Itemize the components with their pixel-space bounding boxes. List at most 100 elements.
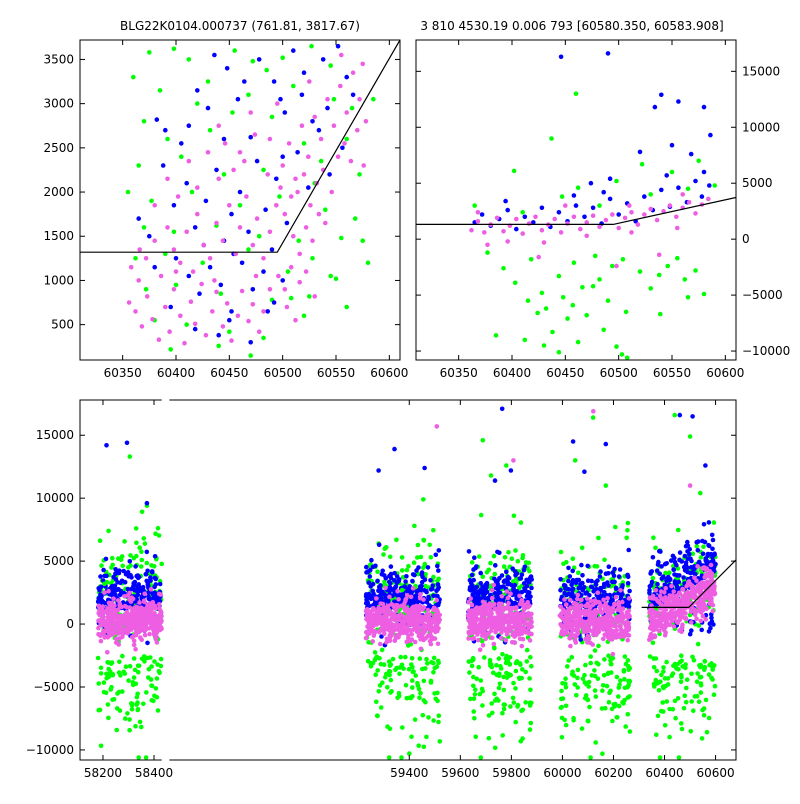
bottom-green-point [680, 664, 685, 669]
bottom-plot-area [95, 406, 736, 760]
bottom-blue-point [654, 568, 660, 573]
top-right-blue-point [676, 185, 681, 190]
bottom-blue-point [150, 569, 155, 575]
bottom-pink-point [116, 631, 121, 636]
bottom-green-point [399, 755, 404, 760]
bottom-green-point [372, 657, 378, 663]
bottom-green-point [469, 560, 475, 565]
bottom-pink-point [422, 627, 428, 633]
bottom-pink-point [480, 615, 485, 621]
bottom-pink-point [113, 636, 119, 641]
top-left-pink-point [239, 288, 245, 294]
bottom-green-point [701, 544, 706, 550]
top-left-pink-point [222, 141, 228, 146]
bottom-green-point [148, 655, 153, 660]
bottom-green-point [606, 699, 612, 705]
bottom-green-point [674, 666, 679, 671]
bottom-green-point [410, 664, 415, 670]
bottom-pink-point [374, 596, 379, 601]
bottom-blue-point [682, 553, 688, 559]
bottom-green-point [153, 531, 158, 536]
top-left-pink-point [184, 229, 189, 235]
bottom-green-point [377, 656, 382, 661]
bottom-blue-point [387, 584, 393, 590]
bottom-pink-point [406, 618, 412, 623]
bottom-green-point [435, 658, 441, 664]
bottom-y-tick-label: 0 [66, 617, 74, 631]
top-right-blue-point [607, 176, 613, 181]
bottom-pink-point [626, 608, 632, 614]
top-left-pink-point [254, 216, 260, 221]
bottom-green-point [496, 685, 502, 691]
bottom-blue-point [376, 468, 381, 473]
bottom-blue-point [593, 580, 599, 585]
bottom-pink-point [418, 592, 423, 597]
bottom-blue-point [131, 581, 136, 586]
bottom-green-point [109, 660, 115, 665]
bottom-green-point [501, 674, 506, 680]
bottom-pink-point [396, 597, 401, 602]
top-right-green-point [485, 250, 490, 255]
bottom-green-point [704, 729, 710, 735]
bottom-blue-point [367, 574, 373, 579]
bottom-green-point [470, 655, 476, 661]
bottom-pink-point [389, 615, 395, 620]
top-right-pink-point [661, 208, 666, 214]
bottom-blue-point [419, 583, 424, 589]
bottom-green-point [501, 702, 507, 707]
top-right-pink-point [616, 225, 621, 231]
bottom-green-point [126, 678, 131, 683]
bottom-green-point [412, 523, 417, 529]
bottom-green-point [128, 553, 133, 558]
bottom-blue-point [436, 548, 442, 553]
bottom-green-point [146, 666, 152, 672]
bottom-pink-point [395, 589, 400, 594]
top-right-green-point [590, 283, 596, 289]
bottom-green-point [689, 671, 694, 677]
bottom-green-point [142, 541, 148, 546]
bottom-pink-point [378, 606, 383, 612]
bottom-green-point [130, 682, 136, 688]
bottom-pink-point [435, 641, 441, 647]
top-left-blue-point [280, 154, 286, 159]
top-left-blue-point [163, 127, 168, 133]
bottom-pink-point [592, 598, 598, 603]
top-left-green-point [184, 322, 189, 327]
bottom-green-point [662, 723, 668, 728]
bottom-pink-point [387, 594, 392, 600]
bottom-blue-point [369, 557, 374, 563]
top-left-green-point [200, 260, 205, 266]
bottom-green-point [123, 664, 129, 669]
bottom-blue-point [143, 571, 149, 577]
bottom-green-point [511, 700, 517, 705]
bottom-green-point [506, 673, 512, 679]
top-left-green-point [261, 167, 266, 173]
bottom-green-point [519, 675, 524, 681]
bottom-blue-point [648, 582, 654, 588]
bottom-x-tick-label: 59400 [390, 766, 428, 780]
bottom-blue-point [627, 588, 632, 594]
top-left-y-tick-label: 2000 [43, 185, 74, 199]
bottom-blue-point [564, 592, 569, 598]
top-left-pink-point [261, 255, 266, 261]
bottom-pink-point [680, 622, 685, 627]
bottom-blue-point [99, 594, 104, 599]
bottom-green-point [602, 657, 607, 662]
top-left-pink-point [276, 273, 281, 279]
top-right-pink-point [656, 252, 662, 258]
bottom-pink-point [605, 622, 610, 627]
bottom-x-tick-label: 60000 [543, 766, 581, 780]
bottom-green-point [385, 685, 390, 690]
top-left-green-point [309, 43, 314, 49]
bottom-pink-point [127, 597, 132, 602]
top-left-blue-point [254, 158, 260, 164]
bottom-x-tick-label: 60600 [696, 766, 734, 780]
bottom-blue-point [704, 559, 709, 564]
bottom-green-point [571, 715, 576, 721]
bottom-blue-point [659, 564, 664, 569]
bottom-blue-point [527, 590, 532, 595]
bottom-pink-point [689, 620, 694, 625]
bottom-green-point [398, 654, 404, 660]
bottom-blue-point [379, 571, 385, 577]
bottom-pink-point [116, 607, 121, 612]
